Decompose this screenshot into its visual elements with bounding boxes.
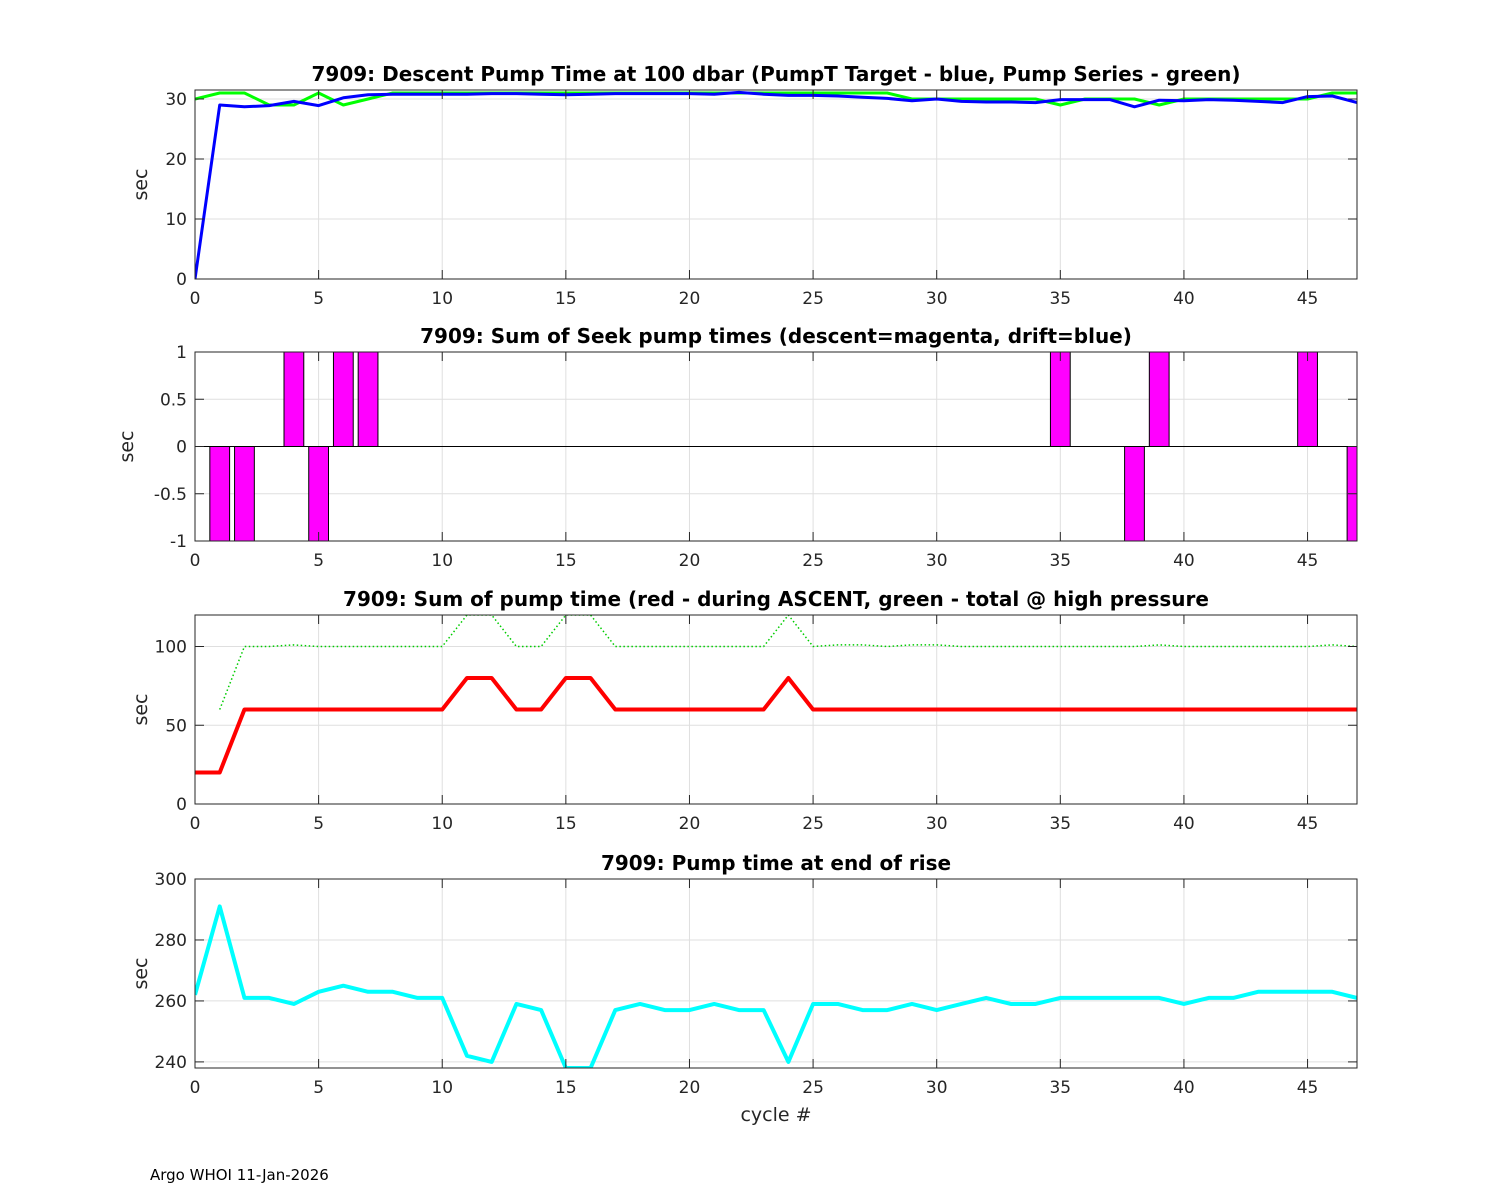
axes-box [194, 89, 1358, 280]
x-tick-label: 40 [1173, 289, 1195, 309]
x-tick-label: 15 [555, 551, 577, 571]
x-tick-label: 0 [190, 814, 201, 834]
x-axis-label: cycle # [740, 1104, 811, 1126]
x-tick-label: 30 [926, 551, 948, 571]
x-tick-label: 45 [1297, 289, 1319, 309]
y-tick-label: 0 [176, 270, 187, 290]
x-tick-label: 0 [190, 1078, 201, 1098]
x-tick-label: 20 [679, 1078, 701, 1098]
y-axis-label: sec [130, 168, 152, 200]
x-tick-label: 45 [1297, 551, 1319, 571]
x-tick-label: 45 [1297, 814, 1319, 834]
x-tick-label: 25 [802, 1078, 824, 1098]
x-tick-label: 30 [926, 1078, 948, 1098]
x-tick-label: 35 [1049, 1078, 1071, 1098]
y-tick-label: 100 [155, 638, 187, 658]
x-tick-label: 20 [679, 814, 701, 834]
chart-descent: 0 5 10 15 20 25 30 35 40 45 0 10 20 30 7909: Descent P… [130, 62, 1358, 309]
x-tick-label: 10 [431, 289, 453, 309]
x-tick-label: 25 [802, 289, 824, 309]
y-tick-label: 300 [155, 870, 187, 890]
x-tick-label: 10 [431, 814, 453, 834]
x-tick-label: 35 [1049, 551, 1071, 571]
y-tick-label: 30 [165, 90, 187, 110]
chart-title: 7909: Sum of pump time (red - during ASC… [343, 587, 1209, 611]
series-group [195, 615, 1357, 775]
bar [283, 352, 305, 447]
x-tick-label: 40 [1173, 551, 1195, 571]
y-tick-label: 0.5 [160, 390, 187, 410]
x-tick-label: 20 [679, 551, 701, 571]
x-tick-label: 30 [926, 814, 948, 834]
x-tick-label: 15 [555, 1078, 577, 1098]
x-tick-label: 5 [313, 814, 324, 834]
plot-area [195, 90, 1357, 279]
x-tick-label: 25 [802, 814, 824, 834]
x-tick-label: 10 [431, 551, 453, 571]
y-tick-label: 10 [165, 210, 187, 230]
axes-box [194, 878, 1358, 1069]
bar [357, 352, 379, 447]
bar [308, 446, 330, 541]
x-tick-label: 0 [190, 551, 201, 571]
y-tick-label: 50 [165, 716, 187, 736]
x-tick-label: 5 [313, 289, 324, 309]
x-tick-label: 5 [313, 551, 324, 571]
x-tick-label: 35 [1049, 289, 1071, 309]
series-line [195, 676, 1357, 775]
bar [1148, 352, 1170, 447]
axes-box [194, 614, 1358, 805]
x-tick-label: 0 [190, 289, 201, 309]
footer-label: Argo WHOI 11-Jan-2026 [150, 1166, 329, 1184]
x-tick-label: 20 [679, 289, 701, 309]
series-group [195, 904, 1357, 1068]
y-tick-label: 20 [165, 150, 187, 170]
y-tick-label: 280 [155, 931, 187, 951]
chart-title: 7909: Sum of Seek pump times (descent=ma… [420, 324, 1132, 348]
x-tick-label: 15 [555, 289, 577, 309]
chart-ascent: 0 5 10 15 20 25 30 35 40 45 0 50 100 7909: Sum of pum… [130, 587, 1358, 834]
bar [1049, 352, 1071, 447]
chart-title: 7909: Descent Pump Time at 100 dbar (Pum… [312, 62, 1241, 86]
x-tick-label: 45 [1297, 1078, 1319, 1098]
y-tick-label: 240 [155, 1053, 187, 1073]
x-tick-label: 30 [926, 289, 948, 309]
bar [1297, 352, 1318, 447]
x-tick-label: 35 [1049, 814, 1071, 834]
y-axis-label: sec [130, 693, 152, 725]
y-tick-label: 260 [155, 992, 187, 1012]
chart-rise: 0 5 10 15 20 25 30 35 40 45 240 260 280 300 7909: Pump… [130, 851, 1358, 1126]
chart-title: 7909: Pump time at end of rise [601, 851, 951, 875]
x-tick-label: 15 [555, 814, 577, 834]
x-tick-label: 40 [1173, 1078, 1195, 1098]
y-tick-label: -1 [170, 532, 187, 552]
y-tick-label: 1 [176, 343, 187, 363]
bar [234, 446, 255, 541]
y-axis-label: sec [130, 957, 152, 989]
series-group [195, 352, 1357, 541]
y-tick-label: 0 [176, 795, 187, 815]
chart-seek: 0 5 10 15 20 25 30 35 40 45 -1 -0.5 0 0.5 1 7909: Sum o… [116, 324, 1358, 571]
series-line [219, 615, 1357, 710]
y-tick-label: -0.5 [154, 485, 187, 505]
x-tick-label: 10 [431, 1078, 453, 1098]
series-line [195, 90, 1357, 279]
y-tick-label: 0 [176, 438, 187, 458]
series-line [195, 904, 1357, 1068]
series-group [195, 90, 1357, 279]
bar [332, 352, 354, 447]
y-axis-label: sec [116, 430, 138, 462]
x-tick-label: 5 [313, 1078, 324, 1098]
x-tick-label: 25 [802, 551, 824, 571]
x-tick-label: 40 [1173, 814, 1195, 834]
bar [209, 446, 231, 541]
bar [1124, 446, 1145, 541]
